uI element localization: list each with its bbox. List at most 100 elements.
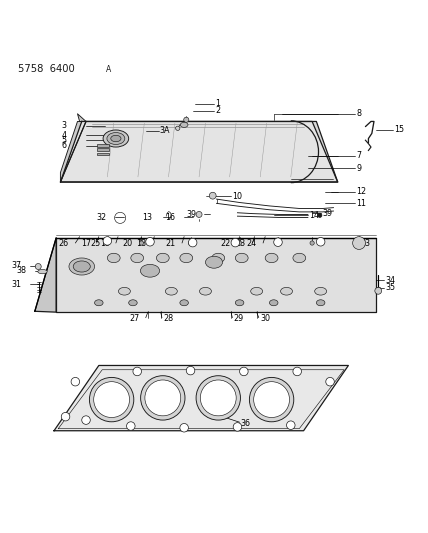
Circle shape (274, 238, 282, 246)
Ellipse shape (107, 133, 125, 144)
Ellipse shape (180, 122, 188, 127)
Circle shape (141, 376, 185, 420)
Text: 13: 13 (142, 213, 152, 222)
Ellipse shape (165, 287, 177, 295)
Text: 21: 21 (166, 239, 175, 248)
Circle shape (353, 237, 366, 249)
Text: 27: 27 (129, 314, 140, 323)
Text: 28: 28 (163, 314, 173, 323)
Text: 1: 1 (215, 99, 220, 108)
Text: 4: 4 (62, 131, 67, 140)
Circle shape (103, 237, 112, 245)
Circle shape (318, 213, 322, 217)
Ellipse shape (251, 287, 263, 295)
Circle shape (71, 377, 80, 386)
Polygon shape (54, 366, 348, 431)
Circle shape (286, 421, 295, 430)
Circle shape (293, 367, 301, 376)
Text: A: A (106, 65, 111, 74)
Text: 18: 18 (136, 239, 146, 248)
Circle shape (310, 241, 314, 245)
Text: 3: 3 (62, 121, 67, 130)
Circle shape (94, 382, 130, 417)
Text: 33: 33 (360, 239, 370, 248)
Text: 6: 6 (62, 141, 67, 150)
Text: 37: 37 (11, 261, 21, 270)
Ellipse shape (103, 130, 129, 147)
Polygon shape (56, 238, 376, 312)
Text: 36: 36 (241, 418, 251, 427)
Circle shape (180, 424, 188, 432)
Text: 30: 30 (260, 314, 270, 323)
Circle shape (133, 367, 142, 376)
Text: 9: 9 (356, 164, 361, 173)
Circle shape (140, 241, 144, 245)
Ellipse shape (69, 258, 95, 275)
Text: 16: 16 (165, 213, 175, 222)
Ellipse shape (280, 287, 292, 295)
Ellipse shape (73, 261, 90, 272)
Text: 22: 22 (221, 239, 231, 248)
Circle shape (146, 238, 154, 246)
Ellipse shape (315, 287, 327, 295)
Text: 31: 31 (11, 280, 21, 289)
Ellipse shape (235, 253, 248, 263)
Circle shape (127, 422, 135, 430)
Ellipse shape (180, 300, 188, 306)
Circle shape (184, 117, 189, 122)
Text: 7: 7 (356, 151, 361, 160)
Circle shape (231, 238, 240, 247)
Ellipse shape (129, 300, 137, 306)
Text: 15: 15 (395, 125, 404, 134)
Ellipse shape (38, 270, 47, 274)
Text: 8: 8 (356, 109, 361, 118)
Ellipse shape (265, 253, 278, 263)
Text: 17: 17 (81, 239, 91, 248)
Text: 24: 24 (247, 239, 257, 248)
Bar (97, 148, 110, 151)
Ellipse shape (212, 253, 225, 263)
Text: 25: 25 (91, 239, 101, 248)
Circle shape (82, 416, 90, 424)
Text: 19: 19 (100, 239, 110, 248)
Text: 23: 23 (236, 239, 246, 248)
Text: 38: 38 (16, 266, 26, 275)
Polygon shape (77, 114, 86, 122)
Text: 39: 39 (322, 209, 332, 217)
Circle shape (188, 238, 197, 247)
Text: 32: 32 (96, 213, 107, 222)
Text: 39: 39 (186, 210, 196, 219)
Circle shape (105, 241, 110, 245)
Circle shape (196, 212, 202, 217)
Text: 26: 26 (58, 239, 68, 248)
Bar (97, 152, 110, 155)
Ellipse shape (140, 264, 160, 277)
Ellipse shape (199, 287, 211, 295)
Circle shape (238, 241, 242, 245)
Ellipse shape (316, 300, 325, 306)
Text: 3A: 3A (160, 126, 170, 135)
Bar (97, 144, 110, 147)
Ellipse shape (111, 135, 121, 142)
Text: 12: 12 (356, 187, 366, 196)
Circle shape (200, 380, 236, 416)
Circle shape (35, 263, 41, 270)
Circle shape (188, 241, 193, 245)
Text: 11: 11 (356, 199, 366, 208)
Circle shape (196, 376, 241, 420)
Circle shape (61, 413, 70, 421)
Circle shape (276, 241, 280, 245)
Circle shape (175, 126, 180, 131)
Ellipse shape (235, 300, 244, 306)
Ellipse shape (293, 253, 306, 263)
Text: 5: 5 (62, 136, 67, 145)
Circle shape (145, 380, 181, 416)
Text: 20: 20 (123, 239, 133, 248)
Circle shape (316, 238, 325, 246)
Text: 5758  6400: 5758 6400 (18, 64, 74, 74)
Text: 10: 10 (232, 191, 242, 200)
Ellipse shape (180, 253, 193, 263)
Polygon shape (60, 122, 338, 182)
Text: 35: 35 (385, 284, 395, 292)
Circle shape (89, 377, 134, 422)
